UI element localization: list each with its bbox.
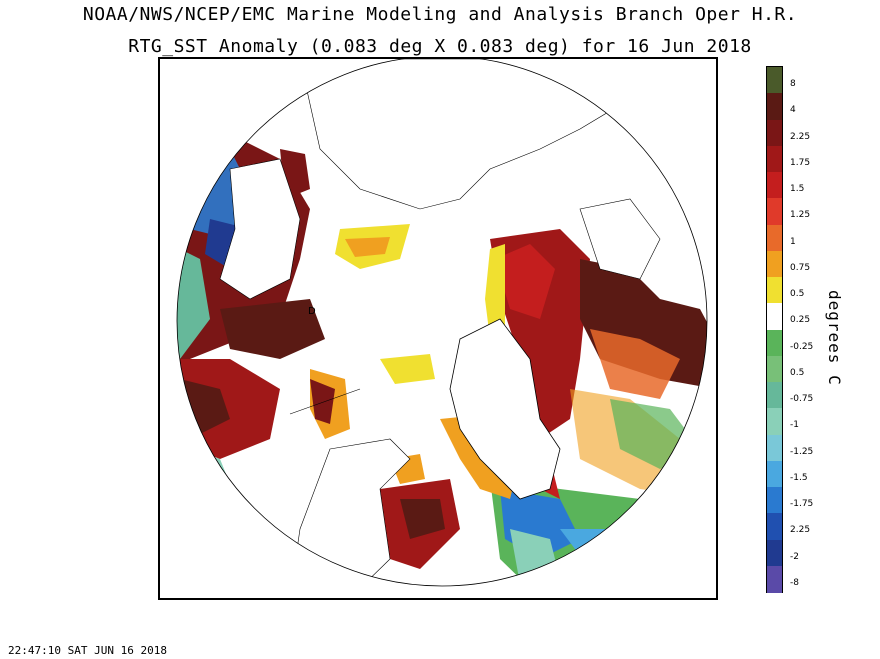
colorbar-tick-label: 8 <box>790 79 796 90</box>
colorbar-swatch <box>767 303 782 330</box>
colorbar-swatch <box>767 224 782 252</box>
title-line-1: NOAA/NWS/NCEP/EMC Marine Modeling and An… <box>82 4 798 25</box>
colorbar-tick-label: -1 <box>790 420 799 431</box>
colorbar-tick-label: 2.25 <box>790 131 811 142</box>
colorbar-tick-label: -8 <box>790 577 799 588</box>
colorbar-tick-label: 0.5 <box>790 289 805 300</box>
colorbar-tick-label: 0.75 <box>790 262 811 273</box>
title-line-2: RTG_SST Anomaly (0.083 deg X 0.083 deg) … <box>128 36 752 57</box>
colorbar-tick-label: 0.25 <box>790 315 811 326</box>
colorbar-tick-label: 2.25 <box>790 525 811 536</box>
colorbar-tick-label: 1 <box>790 236 796 247</box>
colorbar-swatch <box>767 145 782 173</box>
colorbar <box>766 66 783 593</box>
colorbar-tick-label: 1.5 <box>790 184 805 195</box>
colorbar-swatch <box>767 539 782 567</box>
colorbar-tick-label: 1.25 <box>790 210 811 221</box>
polar-map-svg: D <box>176 59 708 587</box>
colorbar-swatch <box>767 565 782 593</box>
map-disk <box>177 59 707 586</box>
colorbar-tick-label: -1.5 <box>790 472 808 483</box>
units-label: degrees C <box>825 290 844 386</box>
colorbar-swatch <box>767 277 782 304</box>
colorbar-swatch <box>767 329 782 357</box>
colorbar-swatch <box>767 382 782 409</box>
colorbar-swatch <box>767 250 782 278</box>
map-boundary <box>176 59 708 587</box>
colorbar-swatch <box>767 513 782 540</box>
colorbar-swatch <box>767 93 782 120</box>
colorbar-swatch <box>767 487 782 514</box>
colorbar-swatch <box>767 434 782 462</box>
colorbar-swatch <box>767 408 782 435</box>
colorbar-tick-label: -2 <box>790 551 799 562</box>
colorbar-swatch <box>767 355 782 383</box>
colorbar-tick-label: 1.75 <box>790 157 811 168</box>
colorbar-tick-label: -0.25 <box>790 341 814 352</box>
map-point-label: D <box>308 306 316 317</box>
colorbar-tick-label: 4 <box>790 105 796 116</box>
colorbar-swatch <box>767 198 782 225</box>
colorbar-tick-label: -1.25 <box>790 446 814 457</box>
colorbar-swatch <box>767 67 782 94</box>
sst-anomaly-map: D <box>158 57 718 600</box>
colorbar-swatch <box>767 460 782 488</box>
colorbar-tick-label: 0.5 <box>790 367 805 378</box>
colorbar-tick-label: -1.75 <box>790 499 814 510</box>
colorbar-swatch <box>767 119 782 147</box>
colorbar-tick-label: -0.75 <box>790 394 814 405</box>
timestamp: 22:47:10 SAT JUN 16 2018 <box>8 644 167 657</box>
colorbar-swatch <box>767 172 782 199</box>
